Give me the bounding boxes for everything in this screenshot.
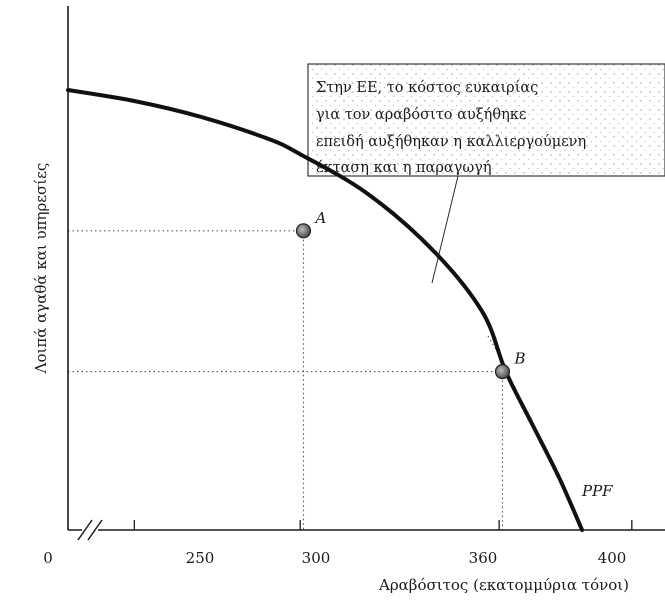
x-tick-label-300: 300 xyxy=(302,549,331,567)
annotation-line-1: Στην ΕΕ, το κόστος ευκαιρίας xyxy=(316,79,538,96)
annotation-line-4: έκταση και η παραγωγή xyxy=(316,159,492,176)
x-axis-break-mark xyxy=(77,519,103,541)
points: A B xyxy=(295,209,526,380)
ppf-curve xyxy=(66,88,585,532)
x-tick-label-250: 250 xyxy=(186,549,215,567)
axes xyxy=(67,6,665,541)
point-a-label: A xyxy=(313,209,326,227)
x-tick-label-400: 400 xyxy=(598,549,627,567)
annotation-box: Στην ΕΕ, το κόστος ευκαιρίας για τον αρα… xyxy=(307,63,665,284)
annotation-line-2: για τον αραβόσιτο αυξήθηκε xyxy=(316,107,526,123)
x-axis-title: Αραβόσιτος (εκατομμύρια τόνοι) xyxy=(378,576,629,594)
x-tick-label-360: 360 xyxy=(469,549,498,567)
guide-lines xyxy=(68,230,504,530)
point-b-label: B xyxy=(513,350,525,368)
annotation-pointer xyxy=(431,175,459,284)
x-tick-label-0: 0 xyxy=(43,549,53,567)
point-a-marker xyxy=(295,223,312,239)
annotation-box-fill xyxy=(307,63,665,177)
y-axis-title: Λοιπά αγαθά και υπηρεσίες xyxy=(32,163,50,375)
point-b-marker xyxy=(494,364,511,380)
ppf-curve-label: PPF xyxy=(581,482,613,500)
x-ticks: 0 250 300 360 400 xyxy=(43,520,633,567)
annotation-line-3: επειδή αυξήθηκαν η καλλιεργούμενη xyxy=(316,134,586,150)
